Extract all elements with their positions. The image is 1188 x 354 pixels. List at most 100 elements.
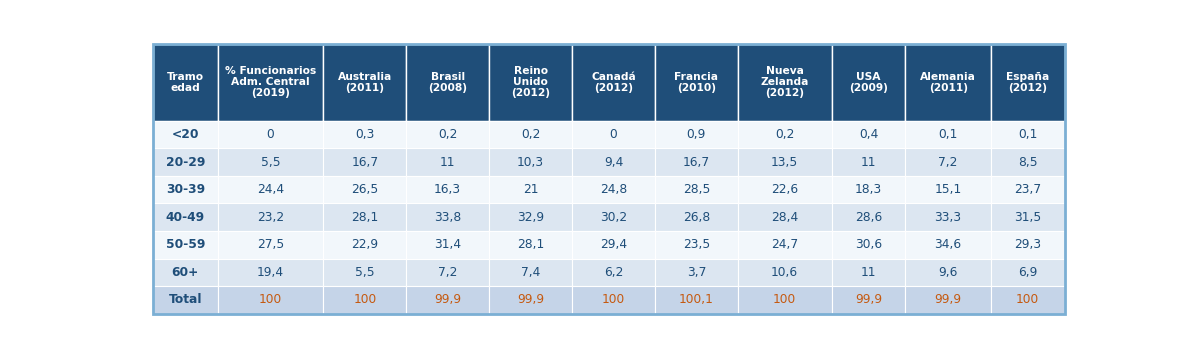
Text: 33,3: 33,3 bbox=[935, 211, 962, 224]
Bar bbox=[153, 231, 217, 258]
Bar bbox=[655, 44, 738, 121]
Text: 23,2: 23,2 bbox=[257, 211, 284, 224]
Text: 13,5: 13,5 bbox=[771, 156, 798, 169]
Bar bbox=[738, 204, 832, 231]
Bar bbox=[905, 44, 991, 121]
Text: 100: 100 bbox=[1016, 293, 1040, 307]
Bar bbox=[832, 121, 905, 148]
Bar bbox=[655, 121, 738, 148]
Text: Brasil
(2008): Brasil (2008) bbox=[428, 72, 467, 93]
Bar bbox=[406, 286, 489, 314]
Bar bbox=[655, 148, 738, 176]
Text: 27,5: 27,5 bbox=[257, 238, 284, 251]
Text: 100: 100 bbox=[773, 293, 796, 307]
Text: 7,4: 7,4 bbox=[520, 266, 541, 279]
Bar bbox=[905, 286, 991, 314]
Bar bbox=[489, 258, 571, 286]
Text: 99,9: 99,9 bbox=[855, 293, 881, 307]
Text: 3,7: 3,7 bbox=[687, 266, 706, 279]
Text: 28,6: 28,6 bbox=[855, 211, 883, 224]
Text: 0: 0 bbox=[266, 128, 274, 141]
Bar bbox=[571, 258, 655, 286]
Bar bbox=[738, 148, 832, 176]
Text: 15,1: 15,1 bbox=[935, 183, 962, 196]
Text: 6,2: 6,2 bbox=[604, 266, 624, 279]
Bar bbox=[832, 148, 905, 176]
Text: 11: 11 bbox=[861, 266, 877, 279]
Text: 99,9: 99,9 bbox=[935, 293, 962, 307]
Bar bbox=[905, 121, 991, 148]
Bar bbox=[991, 148, 1064, 176]
Text: 10,3: 10,3 bbox=[517, 156, 544, 169]
Text: 100: 100 bbox=[259, 293, 282, 307]
Bar bbox=[153, 44, 217, 121]
Text: 33,8: 33,8 bbox=[434, 211, 461, 224]
Text: 19,4: 19,4 bbox=[257, 266, 284, 279]
Text: 28,4: 28,4 bbox=[771, 211, 798, 224]
Text: 40-49: 40-49 bbox=[166, 211, 204, 224]
Bar bbox=[217, 148, 323, 176]
Bar bbox=[489, 44, 571, 121]
Text: 18,3: 18,3 bbox=[855, 183, 883, 196]
Text: 30,6: 30,6 bbox=[855, 238, 881, 251]
Text: 26,5: 26,5 bbox=[352, 183, 379, 196]
Bar bbox=[217, 176, 323, 204]
Text: España
(2012): España (2012) bbox=[1006, 72, 1049, 93]
Text: 0,4: 0,4 bbox=[859, 128, 878, 141]
Text: 29,4: 29,4 bbox=[600, 238, 627, 251]
Text: 0: 0 bbox=[609, 128, 618, 141]
Text: Nueva
Zelanda
(2012): Nueva Zelanda (2012) bbox=[760, 66, 809, 98]
Text: 99,9: 99,9 bbox=[517, 293, 544, 307]
Text: 0,9: 0,9 bbox=[687, 128, 706, 141]
Text: 21: 21 bbox=[523, 183, 538, 196]
Text: 22,9: 22,9 bbox=[352, 238, 379, 251]
Bar bbox=[217, 44, 323, 121]
Bar bbox=[489, 148, 571, 176]
Text: 7,2: 7,2 bbox=[939, 156, 958, 169]
Text: 16,7: 16,7 bbox=[352, 156, 379, 169]
Text: 23,5: 23,5 bbox=[683, 238, 710, 251]
Bar bbox=[217, 258, 323, 286]
Text: USA
(2009): USA (2009) bbox=[849, 72, 887, 93]
Bar bbox=[323, 258, 406, 286]
Text: Canadá
(2012): Canadá (2012) bbox=[592, 72, 636, 93]
Text: 28,1: 28,1 bbox=[517, 238, 544, 251]
Text: 32,9: 32,9 bbox=[517, 211, 544, 224]
Text: 0,1: 0,1 bbox=[939, 128, 958, 141]
Bar bbox=[655, 286, 738, 314]
Bar bbox=[738, 121, 832, 148]
Bar bbox=[832, 204, 905, 231]
Bar bbox=[832, 44, 905, 121]
Text: 9,6: 9,6 bbox=[939, 266, 958, 279]
Text: Australia
(2011): Australia (2011) bbox=[337, 72, 392, 93]
Text: 29,3: 29,3 bbox=[1015, 238, 1042, 251]
Bar bbox=[905, 204, 991, 231]
Text: 0,2: 0,2 bbox=[775, 128, 795, 141]
Text: 22,6: 22,6 bbox=[771, 183, 798, 196]
Bar bbox=[217, 231, 323, 258]
Text: Francia
(2010): Francia (2010) bbox=[675, 72, 719, 93]
Bar bbox=[323, 44, 406, 121]
Text: 5,5: 5,5 bbox=[355, 266, 374, 279]
Text: 26,8: 26,8 bbox=[683, 211, 710, 224]
Text: 24,4: 24,4 bbox=[257, 183, 284, 196]
Bar bbox=[905, 231, 991, 258]
Bar bbox=[489, 286, 571, 314]
Text: 60+: 60+ bbox=[172, 266, 198, 279]
Bar bbox=[489, 204, 571, 231]
Text: 11: 11 bbox=[440, 156, 455, 169]
Bar bbox=[323, 176, 406, 204]
Bar bbox=[406, 44, 489, 121]
Bar bbox=[832, 286, 905, 314]
Text: 0,2: 0,2 bbox=[520, 128, 541, 141]
Text: 0,1: 0,1 bbox=[1018, 128, 1037, 141]
Text: 30-39: 30-39 bbox=[166, 183, 204, 196]
Text: <20: <20 bbox=[171, 128, 200, 141]
Text: 24,7: 24,7 bbox=[771, 238, 798, 251]
Text: 23,7: 23,7 bbox=[1015, 183, 1042, 196]
Bar bbox=[323, 148, 406, 176]
Bar bbox=[323, 121, 406, 148]
Text: Tramo
edad: Tramo edad bbox=[166, 72, 204, 93]
Text: 11: 11 bbox=[861, 156, 877, 169]
Bar bbox=[571, 121, 655, 148]
